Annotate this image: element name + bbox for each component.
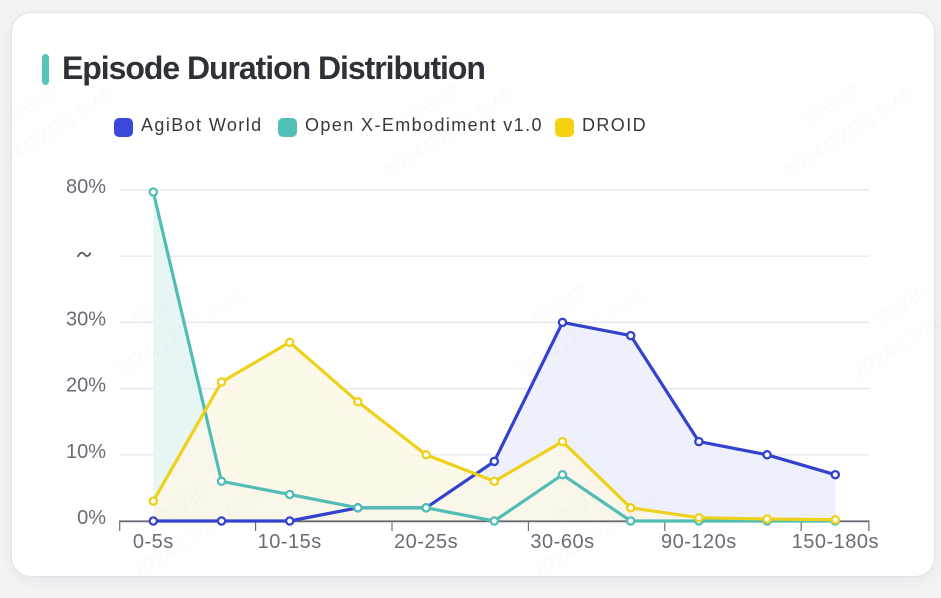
svg-text:10%: 10% xyxy=(66,441,106,463)
svg-text:10-15s: 10-15s xyxy=(258,531,322,553)
svg-text:90-120s: 90-120s xyxy=(661,531,737,553)
svg-text:30-60s: 30-60s xyxy=(530,531,594,553)
svg-text:80%: 80% xyxy=(66,176,106,198)
svg-text:150-180s: 150-180s xyxy=(792,531,879,553)
svg-text:0-5s: 0-5s xyxy=(133,531,174,553)
svg-text:0%: 0% xyxy=(77,507,106,529)
svg-text:20-25s: 20-25s xyxy=(394,531,458,553)
svg-text:30%: 30% xyxy=(66,308,106,330)
svg-text:20%: 20% xyxy=(66,375,106,397)
